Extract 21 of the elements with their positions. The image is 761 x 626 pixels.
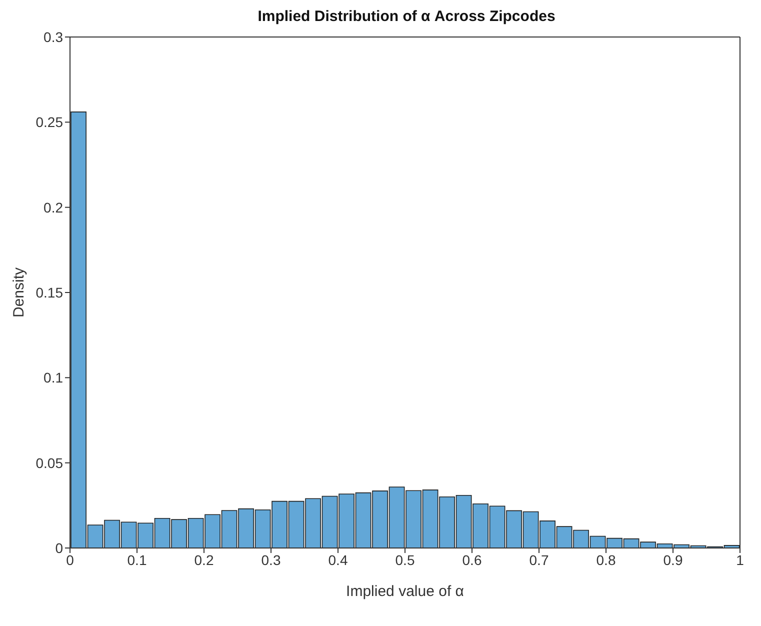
y-tick-label: 0.15 xyxy=(36,284,64,300)
x-axis-title: Implied value of α xyxy=(346,583,464,600)
y-tick-label: 0.2 xyxy=(44,199,64,216)
x-tick-label: 0.2 xyxy=(194,552,214,568)
x-tick-label: 0.8 xyxy=(596,552,616,568)
x-tick-label: 0.9 xyxy=(663,552,683,568)
x-tick-label: 0.1 xyxy=(127,552,147,568)
x-tick-label: 0.7 xyxy=(529,552,549,568)
x-tick-label: 0 xyxy=(66,552,74,568)
chart-title: Implied Distribution of α Across Zipcodes xyxy=(256,8,556,27)
x-tick-label: 0.3 xyxy=(261,552,281,568)
y-tick-label: 0.25 xyxy=(36,114,64,130)
y-axis-title: Density xyxy=(10,267,28,318)
y-tick-label: 0.05 xyxy=(36,454,64,471)
x-tick-label: 0.5 xyxy=(395,552,415,568)
x-tick-label: 0.4 xyxy=(328,552,348,568)
y-tick-label: 0.1 xyxy=(44,370,64,386)
y-tick-label: 0.3 xyxy=(44,28,64,45)
x-tick-label: 0.6 xyxy=(462,552,482,568)
x-tick-label: 1 xyxy=(736,552,744,568)
y-tick-label: 0 xyxy=(55,540,64,556)
